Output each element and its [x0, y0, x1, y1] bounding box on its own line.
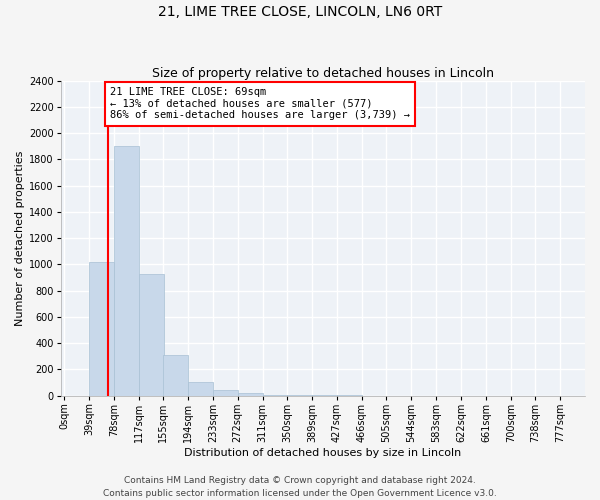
Text: 21 LIME TREE CLOSE: 69sqm
← 13% of detached houses are smaller (577)
86% of semi: 21 LIME TREE CLOSE: 69sqm ← 13% of detac… [110, 87, 410, 120]
Bar [188, 382, 213, 396]
Bar [163, 355, 188, 396]
X-axis label: Distribution of detached houses by size in Lincoln: Distribution of detached houses by size … [184, 448, 461, 458]
Bar [89, 262, 114, 396]
Bar [238, 393, 263, 396]
Text: 21, LIME TREE CLOSE, LINCOLN, LN6 0RT: 21, LIME TREE CLOSE, LINCOLN, LN6 0RT [158, 5, 442, 19]
Y-axis label: Number of detached properties: Number of detached properties [15, 150, 25, 326]
Bar [114, 146, 139, 396]
Bar [139, 274, 164, 396]
Bar [263, 395, 287, 396]
Text: Contains HM Land Registry data © Crown copyright and database right 2024.
Contai: Contains HM Land Registry data © Crown c… [103, 476, 497, 498]
Title: Size of property relative to detached houses in Lincoln: Size of property relative to detached ho… [152, 66, 494, 80]
Bar [213, 390, 238, 396]
